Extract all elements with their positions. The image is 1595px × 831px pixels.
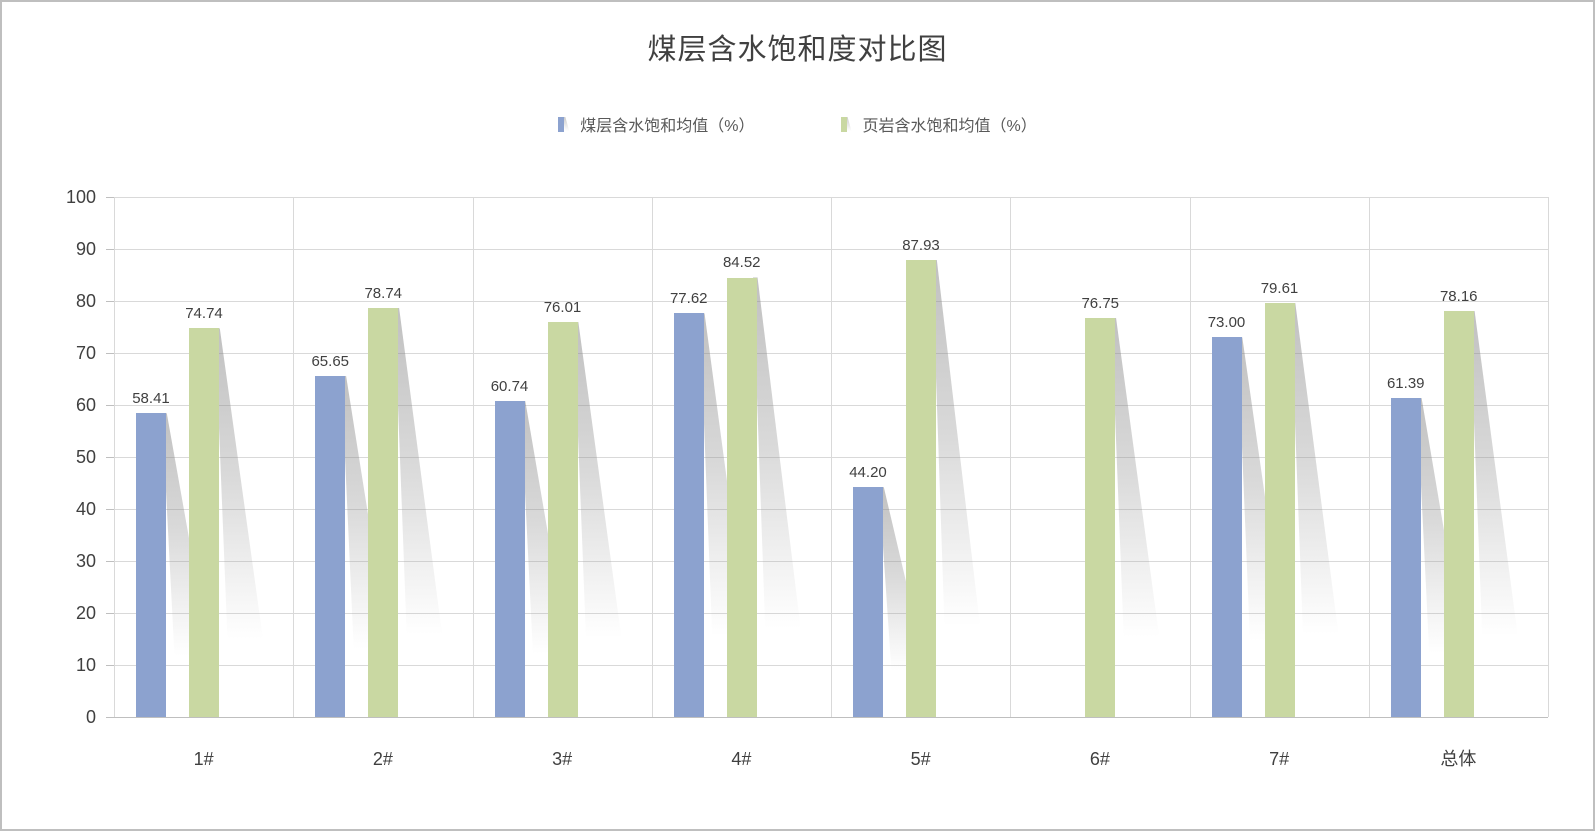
bar-value-label: 74.74 bbox=[185, 305, 223, 323]
x-axis-category-label: 5# bbox=[910, 749, 931, 769]
legend: 煤层含水饱和均值（%） 页岩含水饱和均值（%） bbox=[2, 112, 1593, 136]
grid-line-vertical bbox=[830, 197, 832, 717]
legend-item-coal-series: 煤层含水饱和均值（%） bbox=[558, 112, 755, 136]
legend-item-shale-series: 页岩含水饱和均值（%） bbox=[840, 112, 1037, 136]
grid-line-vertical bbox=[1189, 197, 1191, 717]
bar-value-label: 78.16 bbox=[1439, 287, 1478, 305]
bar-coal-3# bbox=[494, 401, 525, 717]
grid-line-vertical bbox=[1368, 197, 1370, 717]
bar-shadow bbox=[752, 277, 801, 630]
y-axis-tick bbox=[106, 352, 114, 354]
bar-shale-1# bbox=[189, 328, 219, 717]
y-axis-tick bbox=[106, 300, 114, 302]
chart-title: 煤层含水饱和度对比图 bbox=[647, 34, 948, 66]
x-axis-category-label: 7# bbox=[1269, 749, 1290, 769]
legend-label-coal-series: 煤层含水饱和均值（%） bbox=[580, 118, 755, 135]
bar-shale-总体 bbox=[1443, 310, 1474, 717]
shale-series-bar-icon-shadow bbox=[845, 117, 852, 131]
y-axis-tick bbox=[106, 664, 114, 666]
bar-shale-6# bbox=[1085, 317, 1116, 717]
y-axis-tick bbox=[106, 404, 114, 406]
y-axis-tick bbox=[106, 196, 114, 198]
legend-marker-fill bbox=[840, 117, 847, 132]
y-axis-tick bbox=[106, 612, 114, 614]
bar-value-label: 79.61 bbox=[1260, 280, 1299, 298]
y-axis-tick bbox=[106, 560, 114, 562]
y-axis-tick-label: 90 bbox=[75, 239, 96, 259]
grid-line-vertical bbox=[472, 197, 474, 717]
x-axis-line bbox=[114, 716, 1548, 718]
bar-coal-4# bbox=[673, 313, 704, 717]
bar-shale-4# bbox=[726, 277, 757, 717]
bar-shadow bbox=[1469, 310, 1518, 636]
y-axis-tick-label: 10 bbox=[75, 655, 96, 675]
grid-line-vertical bbox=[651, 197, 653, 717]
x-axis-category-label: 3# bbox=[552, 749, 573, 769]
bar-value-label: 78.74 bbox=[364, 284, 403, 302]
legend-label-shale-series: 页岩含水饱和均值（%） bbox=[862, 118, 1037, 135]
y-axis-tick-label: 60 bbox=[75, 395, 96, 415]
y-axis-tick-label: 0 bbox=[85, 707, 96, 727]
coal-series-bar-icon-shadow bbox=[563, 117, 570, 131]
x-axis-category-label: 总体 bbox=[1440, 749, 1477, 769]
y-axis-tick-label: 30 bbox=[75, 551, 96, 571]
grid-line-vertical bbox=[113, 197, 115, 717]
bar-value-label: 84.52 bbox=[722, 254, 761, 272]
bar-value-label: 77.62 bbox=[669, 290, 708, 308]
y-axis-tick bbox=[106, 456, 114, 458]
bar-value-label: 60.74 bbox=[490, 378, 529, 396]
y-axis-tick bbox=[106, 248, 114, 250]
bar-shale-7# bbox=[1264, 303, 1295, 717]
bar-shadow bbox=[932, 259, 980, 626]
bar-value-label: 58.41 bbox=[132, 390, 170, 408]
grid-line-vertical bbox=[292, 197, 294, 717]
grid-line-vertical bbox=[1547, 197, 1549, 717]
y-axis-tick bbox=[106, 716, 114, 718]
bar-value-label: 61.39 bbox=[1386, 374, 1425, 392]
y-axis-tick-label: 70 bbox=[75, 343, 96, 363]
bar-shale-2# bbox=[368, 307, 399, 717]
plot-area: 1# 2# 3# 4# 5# 6# 7# 总体 58.41 65.65 60.74 77.62 44.2… bbox=[113, 196, 1549, 769]
bar-value-label: 76.01 bbox=[543, 298, 582, 316]
x-axis-category-label: 1# bbox=[193, 749, 214, 769]
bar-value-label: 76.75 bbox=[1081, 294, 1120, 312]
y-axis-tick-label: 100 bbox=[65, 187, 96, 207]
bar-coal-7# bbox=[1211, 337, 1242, 717]
bar-coal-1# bbox=[136, 413, 166, 717]
x-axis-category-label: 2# bbox=[372, 749, 393, 769]
bar-shale-5# bbox=[906, 259, 936, 717]
bar-shadow bbox=[1111, 317, 1160, 638]
x-axis-category-label: 6# bbox=[1089, 749, 1110, 769]
x-axis-category-label: 4# bbox=[731, 749, 752, 769]
grid-line-vertical bbox=[1009, 197, 1011, 717]
y-axis-tick-label: 40 bbox=[75, 499, 96, 519]
bar-shale-3# bbox=[547, 321, 578, 717]
legend-marker-fill bbox=[558, 117, 565, 132]
bar-value-label: 87.93 bbox=[902, 236, 940, 254]
bar-coal-5# bbox=[853, 487, 883, 717]
bar-coal-2# bbox=[315, 375, 346, 717]
y-axis-tick-label: 80 bbox=[75, 291, 96, 311]
y-axis-tick-label: 20 bbox=[75, 603, 96, 623]
shale-series-bar-icon bbox=[840, 116, 853, 132]
coal-series-bar-icon bbox=[558, 116, 570, 132]
bar-shadow bbox=[573, 321, 622, 638]
bar-coal-总体 bbox=[1390, 397, 1421, 717]
bar-value-label: 44.20 bbox=[849, 464, 887, 482]
bar-shadow bbox=[394, 307, 443, 636]
bar-value-label: 65.65 bbox=[311, 352, 350, 370]
y-axis-tick-label: 50 bbox=[75, 447, 96, 467]
bar-shadow bbox=[215, 328, 263, 640]
bar-value-label: 73.00 bbox=[1207, 314, 1246, 332]
y-axis-tick bbox=[106, 508, 114, 510]
